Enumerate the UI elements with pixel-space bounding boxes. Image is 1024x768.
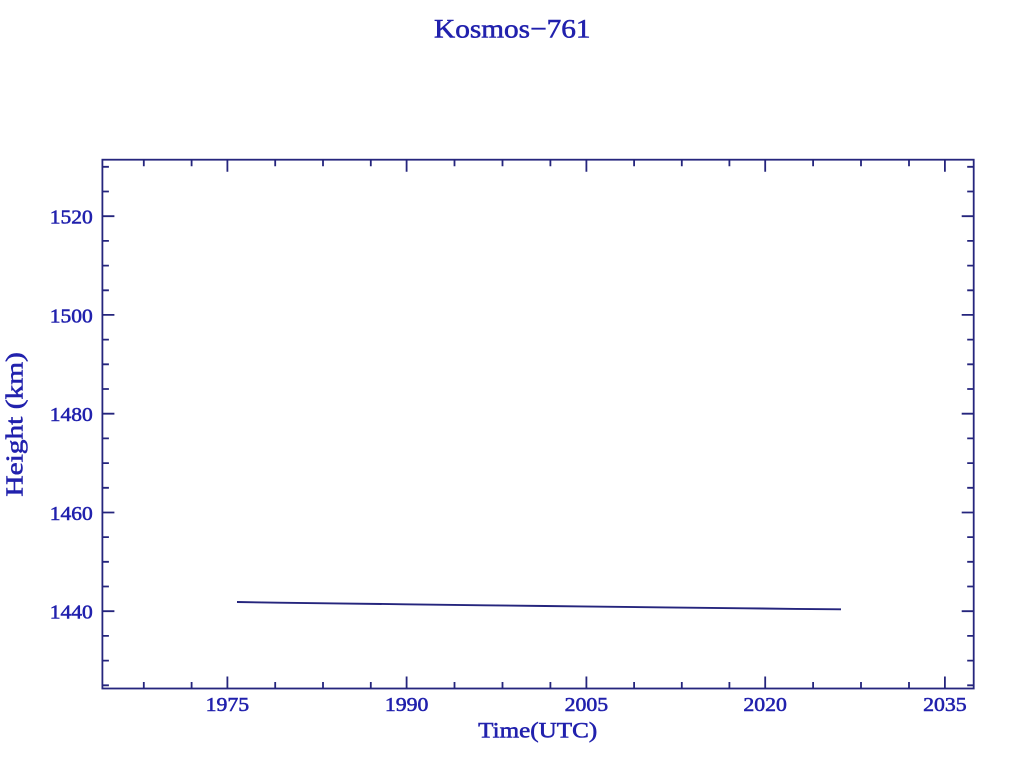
svg-text:1500: 1500 <box>50 305 93 327</box>
svg-text:Height (km): Height (km) <box>2 352 29 497</box>
svg-text:2035: 2035 <box>923 694 967 716</box>
svg-text:Kosmos−761: Kosmos−761 <box>434 14 591 44</box>
svg-text:2020: 2020 <box>743 694 787 716</box>
svg-text:1520: 1520 <box>50 207 93 229</box>
svg-text:1460: 1460 <box>50 503 93 525</box>
svg-text:1990: 1990 <box>385 694 429 716</box>
svg-text:Time(UTC): Time(UTC) <box>478 718 597 743</box>
svg-text:1975: 1975 <box>206 694 250 716</box>
svg-text:2005: 2005 <box>565 694 609 716</box>
svg-text:1480: 1480 <box>50 404 93 426</box>
svg-text:1440: 1440 <box>50 602 93 624</box>
